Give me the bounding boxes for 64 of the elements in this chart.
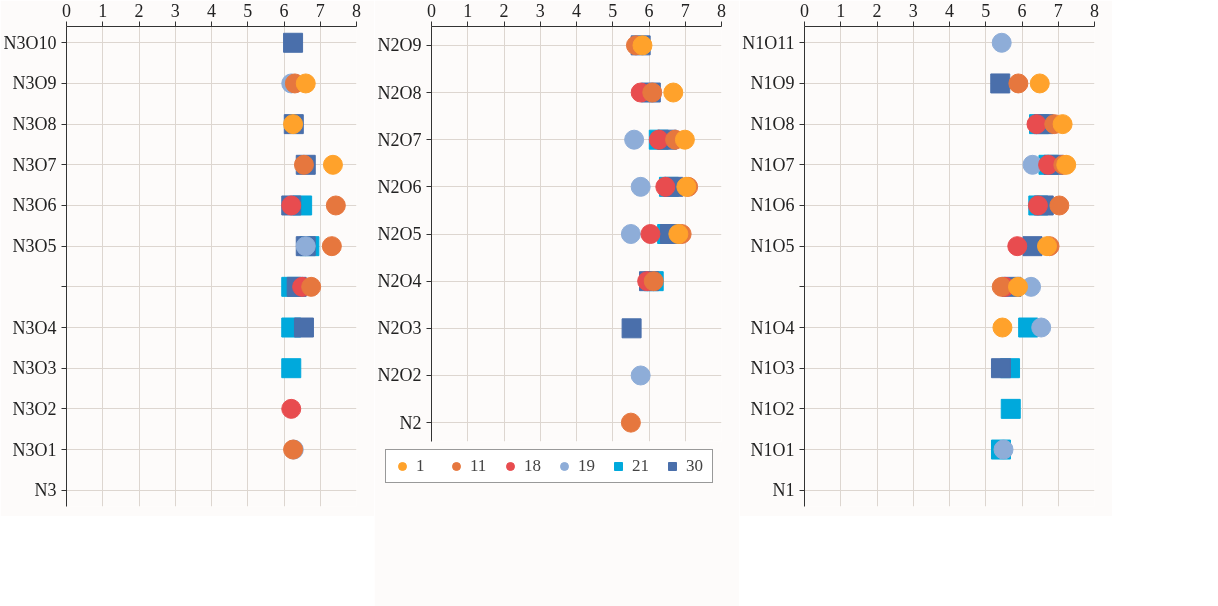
- y-tick-label: N1O4: [750, 317, 795, 338]
- y-tick-label: N2O9: [377, 35, 422, 56]
- y-tick-label: N3O9: [12, 73, 57, 94]
- x-tick-label: 6: [644, 0, 654, 21]
- y-tick-label: N3O10: [3, 32, 57, 53]
- y-tick-label: N2O4: [377, 271, 422, 292]
- x-tick-label: 8: [1090, 0, 1099, 21]
- x-tick-label: 8: [352, 0, 361, 21]
- x-tick-label: 7: [680, 0, 690, 21]
- x-tick-label: 3: [535, 0, 545, 21]
- y-tick-label: N2: [399, 412, 422, 433]
- y-tick-label: N3O3: [12, 358, 57, 379]
- y-tick-label: N3O7: [12, 154, 57, 175]
- y-tick-label: N2O7: [377, 129, 422, 150]
- x-tick-label: 0: [427, 0, 436, 21]
- y-tick-label: N1O1: [750, 439, 795, 460]
- y-tick-label: N2O3: [377, 318, 422, 339]
- y-tick-label: N2O5: [377, 224, 422, 244]
- y-tick-label: N1O6: [750, 195, 795, 216]
- x-tick-label: 0: [800, 0, 809, 21]
- legend-label: 21: [632, 456, 650, 476]
- y-tick-label: N1O11: [742, 32, 795, 53]
- x-tick-label: 1: [463, 0, 473, 21]
- y-tick-label: N2O2: [377, 365, 422, 386]
- x-tick-label: 5: [243, 0, 253, 21]
- y-tick-label: N3O2: [12, 398, 57, 419]
- x-tick-label: 4: [572, 0, 581, 21]
- x-tick-label: 6: [1017, 0, 1027, 21]
- legend-label: 19: [578, 456, 596, 476]
- x-tick-label: 5: [608, 0, 618, 21]
- x-tick-label: 7: [1053, 0, 1063, 21]
- y-tick-label: N3O4: [12, 317, 57, 338]
- legend-label: 18: [524, 456, 542, 476]
- x-tick-label: 4: [945, 0, 954, 21]
- y-tick-label: N1O9: [750, 73, 795, 94]
- y-tick-label: N1O7: [750, 154, 795, 175]
- x-tick-label: 8: [717, 0, 726, 21]
- x-tick-label: 7: [315, 0, 325, 21]
- x-tick-label: 6: [279, 0, 289, 21]
- legend-label: 1: [416, 456, 426, 476]
- y-tick-label: N1: [772, 480, 795, 501]
- y-tick-label: N1O8: [750, 114, 795, 135]
- x-tick-label: 0: [62, 0, 71, 21]
- x-tick-label: 3: [170, 0, 180, 21]
- y-tick-label: N3: [34, 480, 57, 501]
- y-tick-label: N2O6: [377, 176, 422, 197]
- x-tick-label: 2: [872, 0, 882, 21]
- y-tick-label: N1O5: [750, 236, 795, 257]
- y-tick-label: N3O8: [12, 114, 57, 135]
- legend-label: 11: [470, 456, 488, 476]
- y-tick-label: N3O6: [12, 195, 57, 216]
- x-tick-label: 2: [134, 0, 144, 21]
- x-tick-label: 1: [836, 0, 846, 21]
- x-tick-label: 4: [207, 0, 216, 21]
- x-tick-label: 1: [98, 0, 108, 21]
- legend-label: 30: [686, 456, 704, 476]
- y-tick-label: N3O5: [12, 236, 57, 257]
- y-tick-label: N1O2: [750, 398, 795, 419]
- x-tick-label: 5: [981, 0, 991, 21]
- x-tick-label: 3: [908, 0, 918, 21]
- y-tick-label: N3O1: [12, 439, 57, 460]
- y-tick-label: N2O8: [377, 82, 422, 103]
- y-tick-label: N1O3: [750, 358, 795, 379]
- x-tick-label: 2: [499, 0, 509, 21]
